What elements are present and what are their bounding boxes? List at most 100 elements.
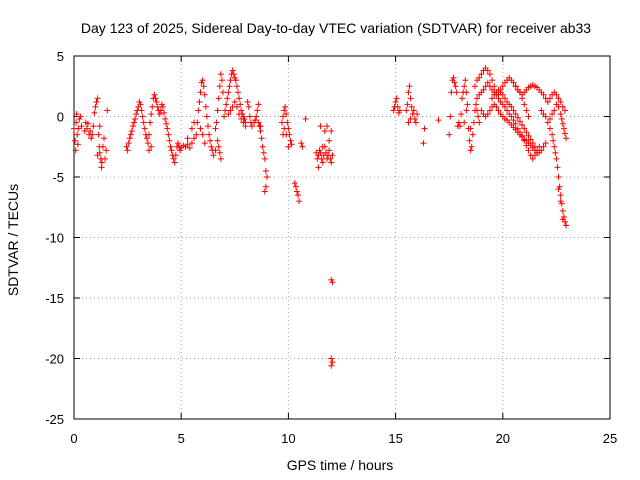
data-point [553, 91, 560, 98]
data-point [468, 143, 475, 150]
data-point [516, 118, 523, 125]
x-axis-title: GPS time / hours [287, 457, 394, 473]
data-point [288, 141, 295, 148]
data-point [405, 89, 412, 96]
data-point [191, 135, 198, 142]
data-point [140, 119, 147, 126]
data-point [559, 216, 566, 223]
data-point [529, 140, 536, 147]
data-point [72, 147, 79, 154]
data-point [525, 147, 532, 154]
data-point [261, 155, 268, 162]
data-point [549, 131, 556, 138]
data-point [232, 77, 239, 84]
data-point [102, 155, 109, 162]
data-point [464, 101, 471, 108]
data-point [196, 98, 203, 105]
data-point [455, 119, 462, 126]
data-point [223, 101, 230, 108]
data-point [152, 95, 159, 102]
data-point [212, 147, 219, 154]
data-point [284, 119, 291, 126]
data-point [463, 107, 470, 114]
data-point [161, 109, 168, 116]
data-point [231, 98, 238, 105]
data-point [328, 362, 335, 369]
data-point [184, 141, 191, 148]
data-point [538, 147, 545, 154]
data-point [139, 113, 146, 120]
data-point [555, 174, 562, 180]
data-point [553, 155, 560, 162]
data-point [396, 107, 403, 114]
y-tick-label: -20 [45, 352, 64, 367]
data-point [514, 114, 521, 121]
data-point [328, 159, 335, 166]
data-point [205, 123, 211, 130]
data-point [184, 135, 191, 142]
data-point [156, 111, 163, 118]
data-point [283, 111, 290, 118]
data-point [188, 140, 195, 147]
data-point [262, 183, 269, 190]
data-point [144, 140, 151, 147]
data-point [101, 135, 108, 142]
data-point [201, 91, 208, 98]
data-point [462, 77, 469, 84]
data-point [259, 143, 266, 150]
data-point [510, 79, 517, 86]
data-point [197, 89, 204, 96]
data-point [240, 119, 247, 126]
data-point [281, 107, 288, 114]
data-point [552, 149, 559, 156]
data-point [319, 143, 326, 150]
data-point [555, 95, 562, 102]
data-point [127, 131, 134, 138]
data-point [124, 147, 131, 154]
data-point [96, 123, 103, 130]
data-point [159, 103, 166, 110]
data-point [193, 131, 200, 138]
data-point [563, 222, 570, 229]
x-tick-label: 25 [603, 431, 617, 446]
data-point [262, 167, 269, 174]
data-point [261, 188, 268, 195]
data-point [410, 107, 417, 114]
data-point [560, 125, 567, 132]
data-point [561, 130, 568, 137]
data-point [486, 107, 493, 114]
data-point [394, 103, 401, 110]
data-point [550, 137, 557, 144]
data-point [191, 119, 198, 126]
x-tick-label: 5 [178, 431, 185, 446]
data-point [544, 98, 551, 105]
data-point [471, 83, 478, 90]
data-point [213, 119, 220, 126]
data-point [126, 135, 133, 142]
data-point [280, 113, 287, 120]
data-point [546, 95, 553, 102]
data-point [476, 74, 483, 81]
data-point [171, 159, 178, 166]
data-point [164, 125, 171, 132]
data-point [501, 103, 508, 110]
data-point [446, 131, 453, 138]
data-point [138, 107, 145, 114]
data-point [229, 67, 236, 74]
data-point [406, 83, 413, 90]
chart-title: Day 123 of 2025, Sidereal Day-to-day VTE… [81, 20, 591, 36]
data-point [563, 135, 570, 142]
data-point [206, 131, 213, 138]
data-point [218, 77, 225, 84]
data-point [123, 143, 130, 150]
data-point [132, 115, 139, 122]
data-point [153, 98, 160, 105]
data-point [236, 95, 243, 102]
axis-ticks: 0 5 10 15 20 25 -25 -20 -15 -10 -5 0 5 [45, 49, 617, 446]
data-point [227, 107, 234, 114]
data-point [478, 71, 485, 78]
data-point [461, 119, 468, 126]
data-point [199, 77, 206, 84]
data-point [463, 89, 470, 96]
data-point [467, 147, 474, 154]
